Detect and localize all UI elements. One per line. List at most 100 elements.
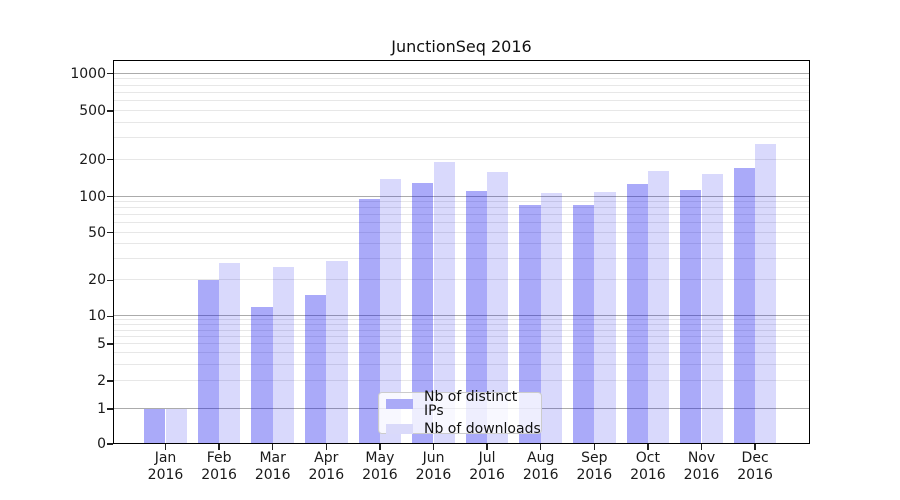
gridline-minor xyxy=(113,343,810,345)
y-tick-mark xyxy=(107,315,113,317)
bar-apr-ips xyxy=(304,295,327,444)
y-tick-mark xyxy=(107,343,113,345)
gridline-major xyxy=(113,315,810,317)
legend-row: Nb of distinct IPs xyxy=(386,390,541,418)
x-tick-mark xyxy=(272,444,274,450)
gridline-minor xyxy=(113,121,810,123)
gridline-minor xyxy=(113,363,810,365)
y-tick-label: 1000 xyxy=(70,65,106,82)
bar-jul-ips xyxy=(465,191,488,444)
y-tick-mark xyxy=(107,380,113,382)
bar-feb-downloads xyxy=(219,262,241,444)
gridline-minor xyxy=(113,380,810,382)
gridline-minor xyxy=(113,319,810,321)
bar-aug-ips xyxy=(519,205,541,444)
gridline-minor xyxy=(113,100,810,102)
bar-sep-ips xyxy=(572,204,595,444)
x-tick-label: Jul 2016 xyxy=(469,450,505,483)
x-tick-label: Oct 2016 xyxy=(630,450,666,483)
y-tick-label: 50 xyxy=(88,224,106,241)
bar-dec-downloads xyxy=(755,144,777,444)
gridline-minor xyxy=(113,158,810,160)
x-tick-label: Sep 2016 xyxy=(576,450,613,483)
x-tick-mark xyxy=(647,444,649,450)
x-tick-label: Jan 2016 xyxy=(147,450,184,483)
bar-may-downloads xyxy=(379,178,402,444)
x-tick-mark xyxy=(218,444,220,450)
x-tick-mark xyxy=(486,444,488,450)
gridline-minor xyxy=(113,91,810,93)
y-tick-label: 2 xyxy=(97,373,106,390)
chart-title: JunctionSeq 2016 xyxy=(391,37,532,56)
gridline-minor xyxy=(113,335,810,337)
gridline-minor xyxy=(113,324,810,326)
bar-aug-downloads xyxy=(540,193,563,444)
gridline-minor xyxy=(113,201,810,203)
bar-may-ips xyxy=(358,198,380,444)
x-tick-mark xyxy=(164,444,167,450)
y-tick-label: 5 xyxy=(97,336,106,353)
y-tick-mark xyxy=(107,408,113,410)
y-tick-mark xyxy=(107,443,113,445)
legend: Nb of distinct IPs Nb of downloads xyxy=(378,390,542,436)
x-tick-mark xyxy=(754,444,756,450)
y-tick-mark xyxy=(107,159,113,161)
x-tick-label: Aug 2016 xyxy=(522,450,559,483)
y-tick-label: 10 xyxy=(88,308,106,325)
x-tick-mark xyxy=(593,444,595,450)
gridline-minor xyxy=(113,279,810,281)
x-tick-label: Dec 2016 xyxy=(737,450,773,483)
x-tick-label: Apr 2016 xyxy=(308,450,345,483)
gridline-minor xyxy=(113,78,810,80)
gridline-minor xyxy=(113,137,810,139)
bar-apr-downloads xyxy=(326,261,348,444)
gridline-minor xyxy=(113,214,810,216)
bar-jun-downloads xyxy=(433,161,455,444)
y-tick-label: 0 xyxy=(97,436,106,452)
bar-feb-ips xyxy=(197,280,220,444)
y-tick-mark xyxy=(107,232,113,234)
plot-area xyxy=(113,60,810,444)
x-tick-label: Mar 2016 xyxy=(254,450,291,483)
bar-jun-ips xyxy=(412,183,434,444)
bar-sep-downloads xyxy=(594,191,616,444)
bar-nov-ips xyxy=(680,189,702,444)
legend-swatch-downloads xyxy=(386,423,413,435)
bar-mar-downloads xyxy=(272,266,295,444)
legend-label: Nb of downloads xyxy=(424,421,541,437)
x-tick-label: May 2016 xyxy=(362,450,398,483)
x-tick-mark xyxy=(700,444,703,450)
bar-nov-downloads xyxy=(701,174,723,444)
y-tick-label: 500 xyxy=(79,102,106,119)
x-tick-mark xyxy=(540,444,542,450)
gridline-minor xyxy=(113,84,810,86)
x-tick-label: Feb 2016 xyxy=(201,450,237,483)
legend-swatch-ips xyxy=(386,398,413,410)
y-tick-label: 1 xyxy=(97,401,106,418)
y-tick-mark xyxy=(107,110,113,112)
bar-jan-ips xyxy=(144,409,166,444)
bar-jan-downloads xyxy=(165,409,187,444)
x-tick-label: Jun 2016 xyxy=(415,450,452,483)
x-tick-mark xyxy=(325,444,327,450)
bar-jul-downloads xyxy=(487,171,509,444)
bar-oct-ips xyxy=(626,183,648,444)
gridline-minor xyxy=(113,243,810,245)
legend-row: Nb of downloads xyxy=(386,422,541,436)
gridline-minor xyxy=(113,258,810,260)
bar-mar-ips xyxy=(251,306,273,444)
x-tick-mark xyxy=(379,444,381,450)
y-tick-label: 100 xyxy=(79,188,106,205)
gridline-minor xyxy=(113,207,810,209)
gridline-minor xyxy=(113,231,810,233)
gridline-major xyxy=(113,72,810,74)
y-tick-label: 200 xyxy=(79,151,106,168)
bar-dec-ips xyxy=(733,168,756,444)
gridline-minor xyxy=(113,352,810,354)
gridline-major xyxy=(113,195,810,197)
gridline-minor xyxy=(113,329,810,331)
y-tick-label: 20 xyxy=(88,272,106,289)
y-tick-mark xyxy=(107,279,113,281)
x-tick-mark xyxy=(432,444,435,450)
